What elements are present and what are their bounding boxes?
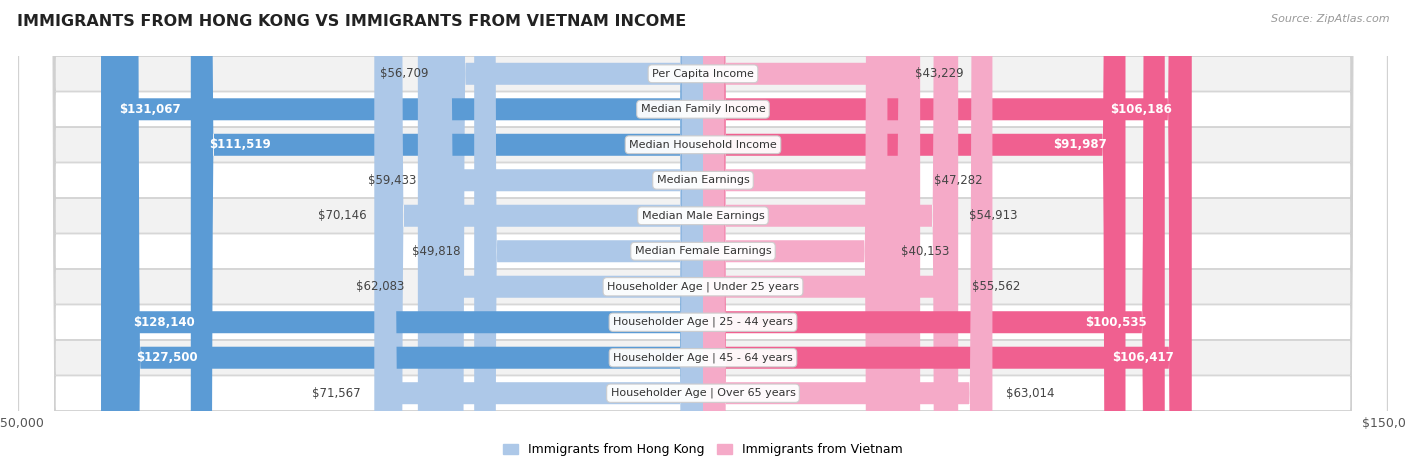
Text: Median Household Income: Median Household Income (628, 140, 778, 150)
Text: Median Female Earnings: Median Female Earnings (634, 246, 772, 256)
FancyBboxPatch shape (114, 0, 703, 467)
FancyBboxPatch shape (443, 0, 703, 467)
FancyBboxPatch shape (703, 0, 955, 467)
Text: Source: ZipAtlas.com: Source: ZipAtlas.com (1271, 14, 1389, 24)
Text: Householder Age | Under 25 years: Householder Age | Under 25 years (607, 282, 799, 292)
FancyBboxPatch shape (374, 0, 703, 467)
Text: $55,562: $55,562 (972, 280, 1021, 293)
Text: Householder Age | Over 65 years: Householder Age | Over 65 years (610, 388, 796, 398)
FancyBboxPatch shape (703, 0, 920, 467)
FancyBboxPatch shape (18, 0, 1388, 467)
Text: $131,067: $131,067 (120, 103, 181, 116)
Text: $128,140: $128,140 (132, 316, 194, 329)
FancyBboxPatch shape (117, 0, 703, 467)
Legend: Immigrants from Hong Kong, Immigrants from Vietnam: Immigrants from Hong Kong, Immigrants fr… (498, 439, 908, 461)
FancyBboxPatch shape (703, 0, 1191, 467)
Text: Householder Age | 25 - 44 years: Householder Age | 25 - 44 years (613, 317, 793, 327)
FancyBboxPatch shape (703, 0, 901, 467)
FancyBboxPatch shape (18, 0, 1388, 467)
Text: $40,153: $40,153 (901, 245, 949, 258)
Text: $63,014: $63,014 (1007, 387, 1054, 400)
FancyBboxPatch shape (18, 0, 1388, 467)
FancyBboxPatch shape (703, 0, 1164, 467)
Text: $100,535: $100,535 (1084, 316, 1146, 329)
FancyBboxPatch shape (18, 0, 1388, 467)
Text: Median Male Earnings: Median Male Earnings (641, 211, 765, 221)
Text: $70,146: $70,146 (318, 209, 367, 222)
FancyBboxPatch shape (474, 0, 703, 467)
FancyBboxPatch shape (18, 0, 1388, 467)
Text: $49,818: $49,818 (412, 245, 460, 258)
FancyBboxPatch shape (191, 0, 703, 467)
FancyBboxPatch shape (703, 0, 1125, 467)
Text: $111,519: $111,519 (209, 138, 271, 151)
FancyBboxPatch shape (18, 0, 1388, 467)
FancyBboxPatch shape (18, 0, 1388, 467)
FancyBboxPatch shape (703, 0, 993, 467)
Text: $106,186: $106,186 (1111, 103, 1173, 116)
Text: Householder Age | 45 - 64 years: Householder Age | 45 - 64 years (613, 353, 793, 363)
Text: $56,709: $56,709 (380, 67, 429, 80)
Text: Median Earnings: Median Earnings (657, 175, 749, 185)
FancyBboxPatch shape (703, 0, 1192, 467)
FancyBboxPatch shape (18, 0, 1388, 467)
Text: Median Family Income: Median Family Income (641, 104, 765, 114)
Text: $47,282: $47,282 (934, 174, 983, 187)
Text: $127,500: $127,500 (136, 351, 197, 364)
Text: $62,083: $62,083 (356, 280, 404, 293)
FancyBboxPatch shape (703, 0, 959, 467)
Text: $59,433: $59,433 (368, 174, 416, 187)
FancyBboxPatch shape (18, 0, 1388, 467)
FancyBboxPatch shape (430, 0, 703, 467)
Text: $54,913: $54,913 (969, 209, 1018, 222)
FancyBboxPatch shape (418, 0, 703, 467)
FancyBboxPatch shape (18, 0, 1388, 467)
Text: $71,567: $71,567 (312, 387, 360, 400)
Text: $106,417: $106,417 (1112, 351, 1174, 364)
Text: IMMIGRANTS FROM HONG KONG VS IMMIGRANTS FROM VIETNAM INCOME: IMMIGRANTS FROM HONG KONG VS IMMIGRANTS … (17, 14, 686, 29)
FancyBboxPatch shape (101, 0, 703, 467)
FancyBboxPatch shape (381, 0, 703, 467)
FancyBboxPatch shape (703, 0, 887, 467)
Text: $43,229: $43,229 (915, 67, 965, 80)
Text: Per Capita Income: Per Capita Income (652, 69, 754, 79)
Text: $91,987: $91,987 (1053, 138, 1107, 151)
